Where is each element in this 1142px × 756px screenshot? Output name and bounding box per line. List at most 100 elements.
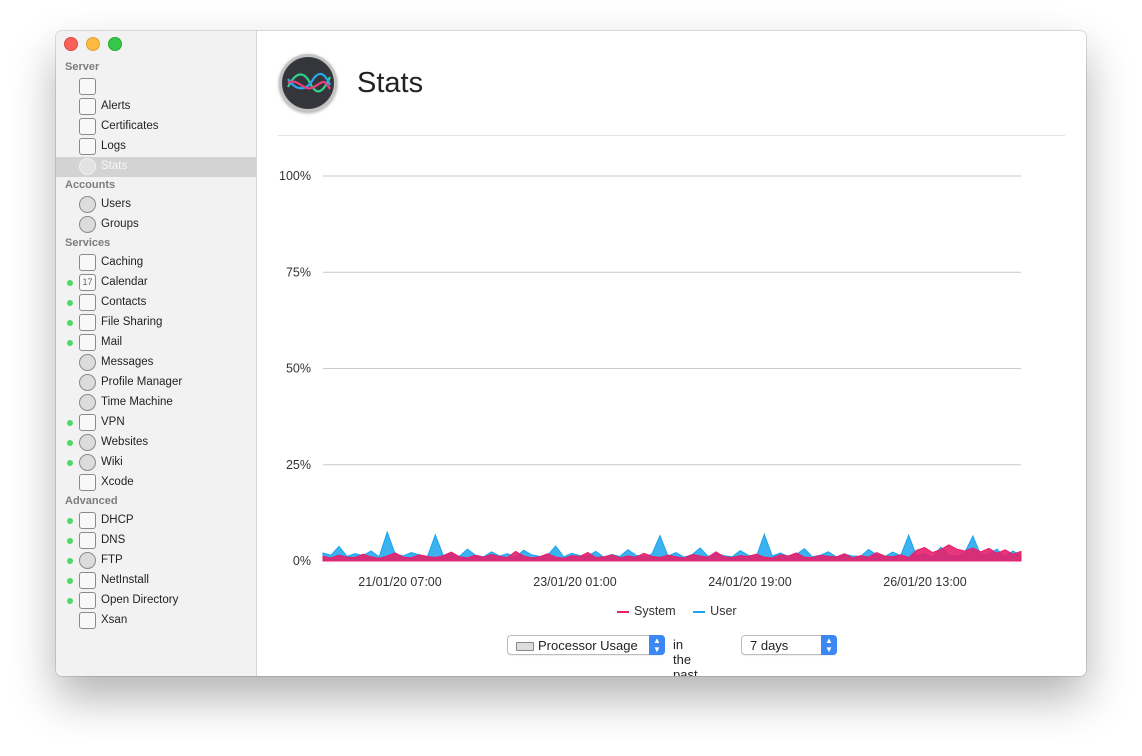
service-running-indicator xyxy=(67,320,73,326)
window-controls xyxy=(64,37,122,51)
sidebar-item-label: Users xyxy=(101,198,132,210)
sidebar-item-netinstall[interactable]: NetInstall xyxy=(56,571,256,591)
range-popup-value: 7 days xyxy=(750,638,789,653)
sidebar-item-label: Groups xyxy=(101,218,139,230)
x-tick-label: 26/01/20 13:00 xyxy=(883,575,966,589)
metric-popup-value-wrap: Processor Usage xyxy=(516,638,638,653)
sidebar-item-label: Logs xyxy=(101,140,126,152)
sidebar-item-websites[interactable]: Websites xyxy=(56,433,256,453)
sidebar-item-label: FTP xyxy=(101,554,123,566)
gear-icon xyxy=(79,374,96,391)
legend-user: User xyxy=(693,604,737,618)
sidebar-item-label: NetInstall xyxy=(101,574,149,586)
dhcp-icon xyxy=(79,512,96,529)
sidebar-item-dns[interactable]: DNS xyxy=(56,531,256,551)
y-tick-label: 25% xyxy=(286,458,311,472)
sidebar: Server Alerts Certificates Logs Stats Account… xyxy=(56,31,257,676)
cpu-usage-chart: 0% 25% 50% 75% 100% 21/01/20 07:00 23/01/20 01… xyxy=(279,169,1022,589)
sidebar-item-wiki[interactable]: Wiki xyxy=(56,453,256,473)
page-title: Stats xyxy=(357,67,424,99)
sidebar-item-open-directory[interactable]: Open Directory xyxy=(56,591,256,611)
service-running-indicator xyxy=(67,420,73,426)
sidebar-item-certificates[interactable]: Certificates xyxy=(56,117,256,137)
y-tick-label: 0% xyxy=(293,554,311,568)
wiki-icon xyxy=(79,454,96,471)
sidebar-item-label: Profile Manager xyxy=(101,376,183,388)
xsan-icon xyxy=(79,612,96,629)
legend-system: System xyxy=(617,604,676,618)
y-tick-label: 100% xyxy=(279,169,311,183)
sidebar-item-calendar[interactable]: 17 Calendar xyxy=(56,273,256,293)
directory-icon xyxy=(79,592,96,609)
sidebar-section-advanced: Advanced xyxy=(65,495,118,507)
caching-icon xyxy=(79,254,96,271)
megaphone-icon xyxy=(79,98,96,115)
sidebar-item-xcode[interactable]: Xcode xyxy=(56,473,256,493)
clock-icon xyxy=(79,394,96,411)
sidebar-item-dhcp[interactable]: DHCP xyxy=(56,511,256,531)
legend-user-swatch xyxy=(693,610,706,613)
sidebar-section-server: Server xyxy=(65,61,100,73)
sidebar-item-vpn[interactable]: VPN xyxy=(56,413,256,433)
log-icon xyxy=(79,138,96,155)
sidebar-item-alerts[interactable]: Alerts xyxy=(56,97,256,117)
metric-popup[interactable]: Processor Usage ▲ ▼ xyxy=(507,635,665,655)
sidebar-item-label: Websites xyxy=(101,436,149,448)
sidebar-item-label: Messages xyxy=(101,356,154,368)
globe-icon xyxy=(79,434,96,451)
x-tick-label: 23/01/20 01:00 xyxy=(533,575,616,589)
drive-icon xyxy=(516,642,534,652)
messages-icon xyxy=(79,354,96,371)
sidebar-section-services: Services xyxy=(65,237,111,249)
service-running-indicator xyxy=(67,460,73,466)
metric-popup-stepper[interactable]: ▲ ▼ xyxy=(649,635,665,655)
sidebar-item-caching[interactable]: Caching xyxy=(56,253,256,273)
chart-legend: System User xyxy=(617,604,751,618)
sidebar-item-ftp[interactable]: FTP xyxy=(56,551,256,571)
sidebar-item-contacts[interactable]: Contacts xyxy=(56,293,256,313)
stats-icon xyxy=(79,158,96,175)
sidebar-item-logs[interactable]: Logs xyxy=(56,137,256,157)
sidebar-item-users[interactable]: Users xyxy=(56,195,256,215)
hammer-icon xyxy=(79,474,96,491)
x-tick-label: 21/01/20 07:00 xyxy=(358,575,441,589)
legend-user-label: User xyxy=(710,604,737,618)
netinstall-icon xyxy=(79,572,96,589)
group-icon xyxy=(79,216,96,233)
sidebar-item-file-sharing[interactable]: File Sharing xyxy=(56,313,256,333)
close-window-button[interactable] xyxy=(64,37,78,51)
sidebar-item-label: VPN xyxy=(101,416,125,428)
sidebar-item-label: Calendar xyxy=(101,276,148,288)
sidebar-item-label: Caching xyxy=(101,256,144,268)
x-tick-label: 24/01/20 19:00 xyxy=(708,575,791,589)
sidebar-item-profile-manager[interactable]: Profile Manager xyxy=(56,373,256,393)
sidebar-item-label: Open Directory xyxy=(101,594,179,606)
sidebar-item-mail[interactable]: Mail xyxy=(56,333,256,353)
contacts-icon xyxy=(79,294,96,311)
sidebar-item-label: Contacts xyxy=(101,296,147,308)
sidebar-item-server[interactable] xyxy=(56,77,256,97)
sidebar-item-label: Stats xyxy=(101,160,128,172)
sidebar-item-groups[interactable]: Groups xyxy=(56,215,256,235)
service-running-indicator xyxy=(67,598,73,604)
sidebar-item-label: Wiki xyxy=(101,456,123,468)
dns-icon xyxy=(79,532,96,549)
zoom-window-button[interactable] xyxy=(108,37,122,51)
minimize-window-button[interactable] xyxy=(86,37,100,51)
main-pane: Stats 0% 25% 50% 75% 100% 21/01/20 07:00 23/01… xyxy=(257,31,1086,676)
y-tick-label: 50% xyxy=(286,362,311,376)
sidebar-item-messages[interactable]: Messages xyxy=(56,353,256,373)
service-running-indicator xyxy=(67,280,73,286)
sidebar-item-label: File Sharing xyxy=(101,316,163,328)
sidebar-item-stats[interactable]: Stats xyxy=(56,157,256,177)
y-tick-label: 75% xyxy=(286,265,311,279)
mail-icon xyxy=(79,334,96,351)
sidebar-item-xsan[interactable]: Xsan xyxy=(56,611,256,631)
sidebar-item-label: Alerts xyxy=(101,100,131,112)
sidebar-item-label: Time Machine xyxy=(101,396,173,408)
series-system-area xyxy=(322,544,1022,562)
sidebar-item-time-machine[interactable]: Time Machine xyxy=(56,393,256,413)
range-popup[interactable]: 7 days ▲ ▼ xyxy=(741,635,837,655)
range-popup-stepper[interactable]: ▲ ▼ xyxy=(821,635,837,655)
lock-icon xyxy=(79,414,96,431)
